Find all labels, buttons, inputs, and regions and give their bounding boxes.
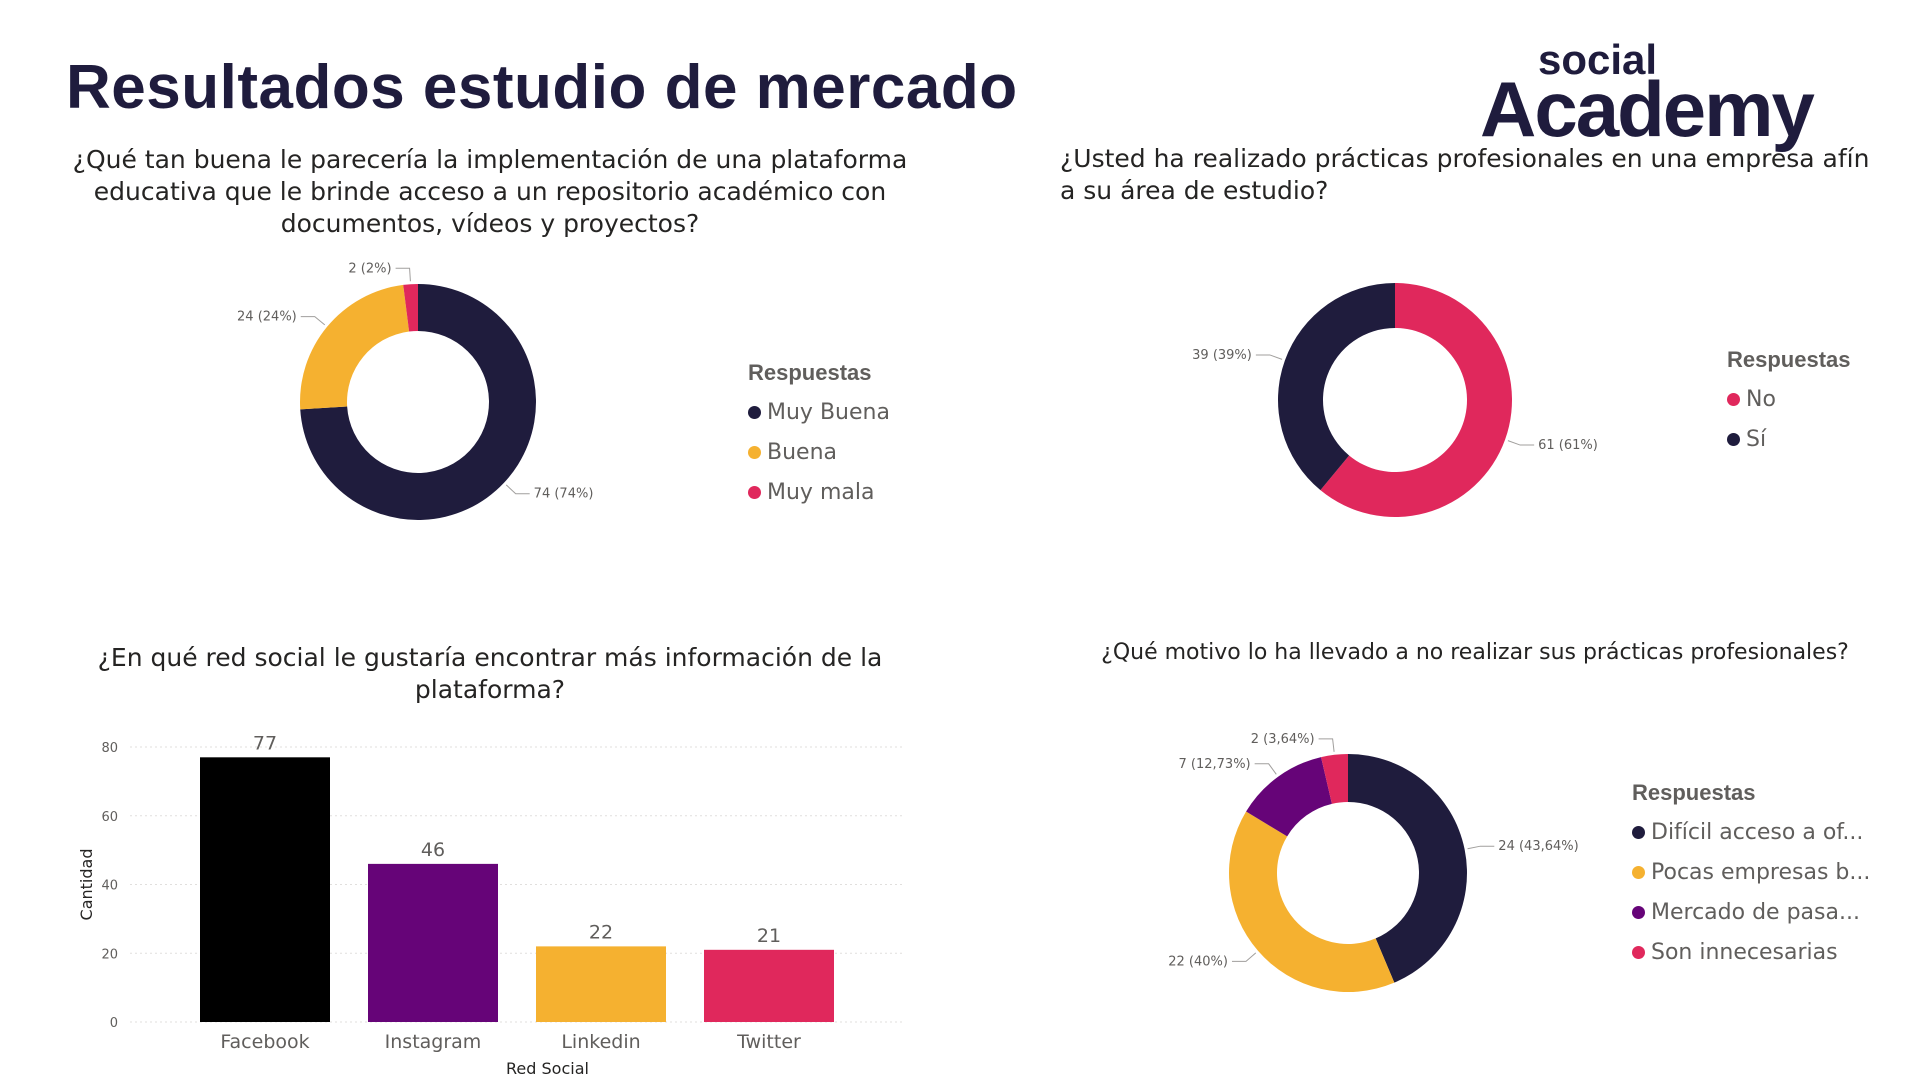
chart2-data-label-0: 61 (61%) — [1538, 438, 1598, 453]
chart4-leader-line-1 — [1232, 953, 1256, 962]
chart2-leader-line-1 — [1256, 355, 1282, 359]
legend-label: Muy mala — [767, 480, 874, 505]
chart2-donut: 61 (61%) 39 (39%) — [1150, 245, 1610, 575]
legend-dot — [748, 406, 761, 419]
chart1-donut: 74 (74%) 24 (24%) 2 (2%) — [230, 255, 650, 605]
chart4-legend-item[interactable]: Difícil acceso a of... — [1632, 812, 1870, 852]
chart3-y-tick-label: 20 — [101, 947, 118, 962]
legend-dot — [1632, 946, 1645, 959]
chart3-x-axis-title: Red Social — [506, 1059, 589, 1078]
chart4-data-label-3: 2 (3,64%) — [1251, 732, 1315, 747]
chart2-leader-line-0 — [1508, 441, 1534, 445]
chart4-data-label-0: 24 (43,64%) — [1498, 839, 1578, 854]
chart1-legend-title: Respuestas — [748, 360, 890, 386]
chart2-legend: Respuestas No Sí — [1727, 347, 1851, 459]
chart1-leader-line-1 — [301, 317, 325, 325]
chart3-bar-instagram[interactable] — [368, 864, 498, 1022]
chart3-y-tick-label: 80 — [101, 741, 118, 756]
legend-label: Mercado de pasa... — [1651, 900, 1860, 925]
legend-label: Pocas empresas b... — [1651, 860, 1870, 885]
chart1-leader-line-2 — [396, 268, 411, 281]
chart4-title: ¿Qué motivo lo ha llevado a no realizar … — [1080, 637, 1870, 669]
chart2-legend-item[interactable]: Sí — [1727, 419, 1851, 459]
chart1-legend: Respuestas Muy Buena Buena Muy mala — [748, 360, 890, 512]
legend-label: Son innecesarias — [1651, 940, 1838, 965]
chart3-bar: 0 20 40 60 80 77 Facebook 46 Instagram 22 Linkedin… — [70, 725, 910, 1080]
legend-dot — [1632, 826, 1645, 839]
chart1-legend-item[interactable]: Buena — [748, 432, 890, 472]
chart3-data-label: 22 — [589, 921, 613, 943]
legend-dot — [748, 446, 761, 459]
chart1-title: ¿Qué tan buena le parecería la implement… — [70, 144, 910, 240]
chart2-slice-1[interactable] — [1278, 283, 1395, 490]
chart1-data-label-2: 2 (2%) — [348, 261, 391, 276]
chart4-leader-line-2 — [1255, 764, 1277, 775]
chart1-legend-item[interactable]: Muy mala — [748, 472, 890, 512]
chart3-y-axis-title: Cantidad — [77, 849, 96, 921]
chart3-data-label: 46 — [421, 839, 445, 861]
chart1-leader-line-0 — [506, 485, 529, 494]
chart4-legend-item[interactable]: Mercado de pasa... — [1632, 892, 1870, 932]
chart1-slice-1[interactable] — [300, 285, 409, 409]
chart3-title: ¿En qué red social le gustaría encontrar… — [80, 642, 900, 706]
legend-label: Difícil acceso a of... — [1651, 820, 1863, 845]
chart3-data-label: 21 — [757, 925, 781, 947]
chart2-legend-item[interactable]: No — [1727, 379, 1851, 419]
chart3-data-label: 77 — [253, 732, 277, 754]
chart4-legend: Respuestas Difícil acceso a of... Pocas … — [1632, 780, 1870, 972]
chart2-title: ¿Usted ha realizado prácticas profesiona… — [1060, 143, 1890, 207]
page-title: Resultados estudio de mercado — [66, 52, 1018, 123]
legend-dot — [1727, 433, 1740, 446]
chart1-legend-item[interactable]: Muy Buena — [748, 392, 890, 432]
chart3-y-tick-label: 40 — [101, 879, 118, 894]
chart3-bar-twitter[interactable] — [704, 950, 834, 1022]
legend-label: Buena — [767, 440, 837, 465]
chart1-data-label-0: 74 (74%) — [534, 487, 594, 502]
chart2-data-label-1: 39 (39%) — [1192, 348, 1252, 363]
chart1-data-label-1: 24 (24%) — [237, 310, 297, 325]
legend-dot — [1632, 866, 1645, 879]
chart3-x-tick-label: Linkedin — [561, 1031, 640, 1053]
social-academy-logo: social Academy — [1480, 36, 1860, 146]
legend-label: Muy Buena — [767, 400, 890, 425]
chart4-data-label-1: 22 (40%) — [1168, 954, 1228, 969]
chart3-y-tick-label: 0 — [110, 1016, 118, 1031]
legend-dot — [748, 486, 761, 499]
chart4-leader-line-0 — [1468, 846, 1495, 849]
chart4-legend-item[interactable]: Pocas empresas b... — [1632, 852, 1870, 892]
chart3-bar-linkedin[interactable] — [536, 946, 666, 1022]
chart4-legend-item[interactable]: Son innecesarias — [1632, 932, 1870, 972]
legend-label: No — [1746, 387, 1776, 412]
chart3-y-tick-label: 60 — [101, 810, 118, 825]
chart3-bar-facebook[interactable] — [200, 757, 330, 1022]
logo-text-academy: Academy — [1480, 70, 1813, 148]
legend-label: Sí — [1746, 427, 1766, 452]
chart4-legend-title: Respuestas — [1632, 780, 1870, 806]
chart4-data-label-2: 7 (12,73%) — [1179, 757, 1251, 772]
chart4-leader-line-3 — [1319, 739, 1334, 752]
chart2-legend-title: Respuestas — [1727, 347, 1851, 373]
chart4-slice-1[interactable] — [1229, 812, 1394, 992]
chart4-donut: 24 (43,64%) 22 (40%) 7 (12,73%)2 (3,64%) — [1130, 700, 1600, 1040]
chart3-x-tick-label: Facebook — [220, 1031, 309, 1053]
chart3-x-tick-label: Instagram — [385, 1031, 482, 1053]
legend-dot — [1632, 906, 1645, 919]
chart3-x-tick-label: Twitter — [736, 1031, 801, 1053]
legend-dot — [1727, 393, 1740, 406]
